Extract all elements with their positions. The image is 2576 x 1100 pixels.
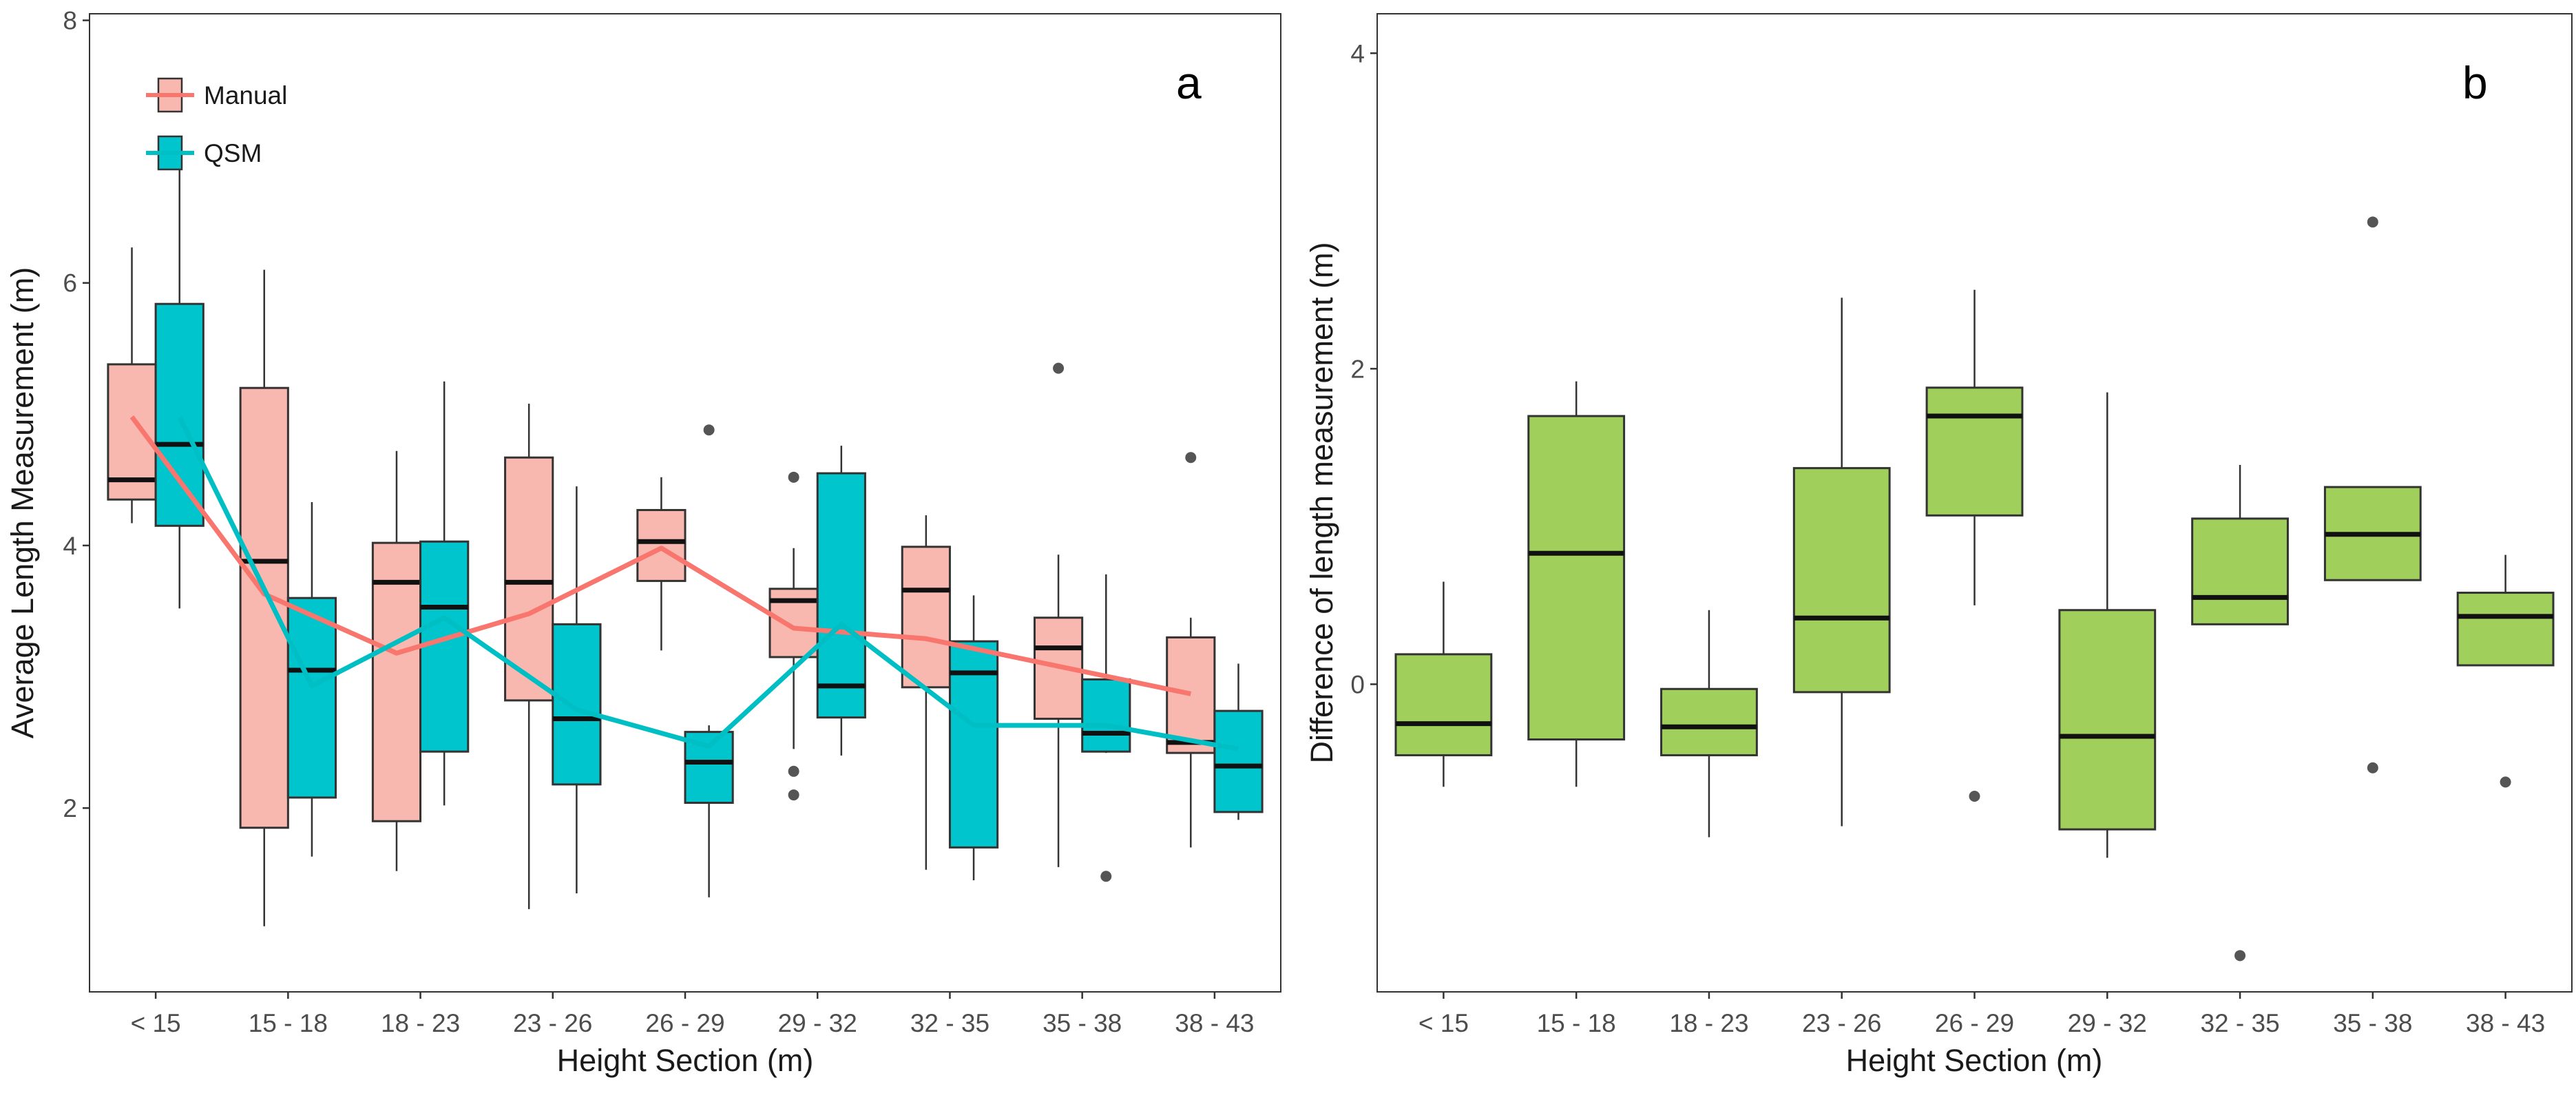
box-qsm-23-26 bbox=[552, 623, 602, 786]
outlier-difference-26-29-0 bbox=[1969, 791, 1980, 802]
x-tick-label-35-38: 35 - 38 bbox=[2333, 1009, 2412, 1037]
panel-b-x-axis-title: Height Section (m) bbox=[1846, 1043, 2103, 1078]
outlier-difference-35-38-0 bbox=[2367, 216, 2378, 228]
box-difference-38-43 bbox=[2456, 592, 2555, 667]
outlier-manual-29-32-1 bbox=[788, 765, 799, 777]
box-qsm-32-35 bbox=[948, 640, 999, 849]
x-tick-label-15: < 15 bbox=[131, 1009, 181, 1037]
x-tick-label-15: < 15 bbox=[1418, 1009, 1469, 1037]
box-difference-26-29 bbox=[1925, 386, 2024, 517]
box-difference-15 bbox=[1394, 653, 1493, 756]
x-tick-label-38-43: 38 - 43 bbox=[2466, 1009, 2545, 1037]
panel-a-mean-lines bbox=[129, 415, 1239, 751]
box-manual-26-29 bbox=[636, 508, 687, 582]
legend-qsm-label: QSM bbox=[204, 139, 262, 167]
panel-a-x-axis: < 15 15 - 18 18 - 23 23 - 26 26 - 29 29 - 32 3… bbox=[131, 992, 1254, 1037]
box-manual-15-18 bbox=[239, 386, 289, 829]
outlier-difference-38-43-0 bbox=[2500, 776, 2511, 788]
box-qsm-15-18 bbox=[286, 596, 337, 799]
x-tick-label-38-43: 38 - 43 bbox=[1175, 1009, 1254, 1037]
box-manual-23-26 bbox=[504, 456, 554, 702]
box-qsm-15 bbox=[154, 302, 205, 527]
panel-b-x-axis: < 15 15 - 18 18 - 23 23 - 26 26 - 29 29 - 32 3… bbox=[1418, 992, 2545, 1037]
x-tick-label-29-32: 29 - 32 bbox=[778, 1009, 857, 1037]
outlier-qsm-26-29-0 bbox=[703, 424, 715, 436]
panel-b-y-axis: 0 2 4 bbox=[1350, 39, 1377, 698]
x-tick-label-18-23: 18 - 23 bbox=[1669, 1009, 1748, 1037]
outlier-manual-35-38-0 bbox=[1053, 362, 1065, 374]
panel-b-y-axis-title: Difference of length measurement (m) bbox=[1304, 242, 1339, 763]
outlier-difference-32-35-0 bbox=[2234, 950, 2246, 962]
box-difference-32-35 bbox=[2191, 517, 2289, 625]
mean-line-qsm bbox=[177, 415, 1239, 751]
box-difference-15-18 bbox=[1527, 415, 1626, 741]
x-tick-label-26-29: 26 - 29 bbox=[1935, 1009, 2014, 1037]
y-tick-label-4: 4 bbox=[1350, 39, 1365, 68]
box-qsm-35-38 bbox=[1081, 678, 1131, 753]
x-tick-label-23-26: 23 - 26 bbox=[513, 1009, 592, 1037]
box-manual-32-35 bbox=[901, 546, 951, 689]
panel-a-letter: a bbox=[1176, 57, 1202, 108]
box-difference-18-23 bbox=[1660, 687, 1758, 756]
y-tick-label-2: 2 bbox=[1350, 355, 1365, 383]
x-tick-label-26-29: 26 - 29 bbox=[645, 1009, 724, 1037]
box-qsm-38-43 bbox=[1213, 709, 1264, 813]
x-tick-label-35-38: 35 - 38 bbox=[1043, 1009, 1122, 1037]
box-manual-38-43 bbox=[1166, 636, 1216, 754]
panel-a-boxes bbox=[107, 167, 1264, 926]
box-difference-23-26 bbox=[1792, 467, 1891, 694]
outlier-difference-35-38-1 bbox=[2367, 762, 2378, 774]
panel-a-y-axis: 2 4 6 8 bbox=[63, 7, 90, 822]
x-tick-label-15-18: 15 - 18 bbox=[1537, 1009, 1616, 1037]
x-tick-label-18-23: 18 - 23 bbox=[381, 1009, 460, 1037]
mean-line-manual bbox=[129, 415, 1192, 696]
legend-manual-label: Manual bbox=[204, 81, 287, 110]
panel-a: 2 4 6 8 < 15 15 - 18 18 - 23 23 - 26 26 - 29 29 … bbox=[5, 7, 1281, 1078]
x-tick-label-23-26: 23 - 26 bbox=[1802, 1009, 1881, 1037]
panel-a-x-axis-title: Height Section (m) bbox=[557, 1043, 814, 1078]
box-difference-29-32 bbox=[2058, 609, 2157, 831]
y-tick-label-6: 6 bbox=[63, 269, 77, 298]
x-tick-label-32-35: 32 - 35 bbox=[2200, 1009, 2279, 1037]
box-qsm-29-32 bbox=[816, 472, 866, 719]
y-tick-label-8: 8 bbox=[63, 7, 77, 35]
outlier-manual-29-32-0 bbox=[788, 471, 799, 483]
panel-b-boxes bbox=[1394, 216, 2555, 962]
box-qsm-18-23 bbox=[419, 540, 470, 753]
x-tick-label-29-32: 29 - 32 bbox=[2068, 1009, 2147, 1037]
x-tick-label-32-35: 32 - 35 bbox=[910, 1009, 989, 1037]
legend: Manual QSM bbox=[146, 77, 287, 171]
y-tick-label-2: 2 bbox=[63, 794, 77, 822]
panel-b: 0 2 4 < 15 15 - 18 18 - 23 23 - 26 26 - 29 29 -… bbox=[1304, 13, 2573, 1078]
outlier-qsm-35-38-0 bbox=[1100, 871, 1112, 882]
panel-b-letter: b bbox=[2462, 57, 2488, 108]
x-tick-label-15-18: 15 - 18 bbox=[249, 1009, 328, 1037]
y-tick-label-4: 4 bbox=[63, 532, 77, 560]
outlier-manual-29-32-2 bbox=[788, 789, 799, 801]
panel-a-y-axis-title: Average Length Measurement (m) bbox=[5, 267, 40, 739]
y-tick-label-0: 0 bbox=[1350, 670, 1365, 698]
outlier-manual-38-43-0 bbox=[1185, 452, 1197, 464]
